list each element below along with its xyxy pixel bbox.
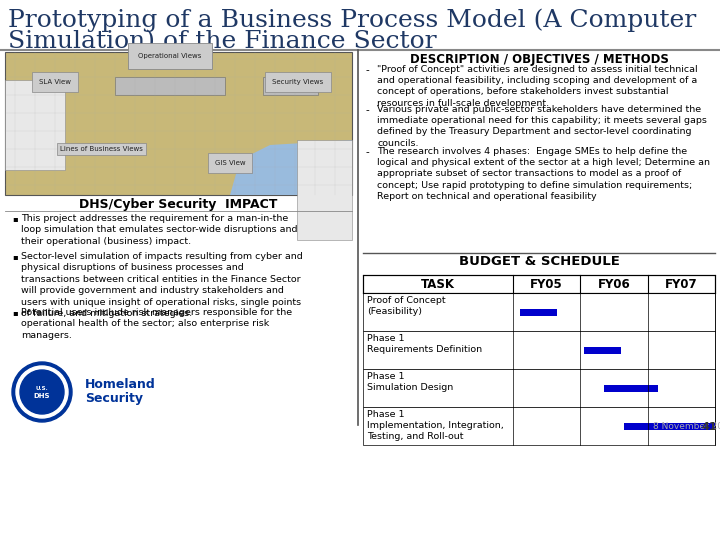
Bar	[363, 331, 715, 369]
Text: Proof of Concept
(Feasibility): Proof of Concept (Feasibility)	[367, 296, 446, 316]
Text: ▪: ▪	[12, 308, 17, 317]
Text: -: -	[365, 147, 369, 157]
Bar	[604, 384, 648, 391]
Text: Prototyping of a Business Process Model (A Computer: Prototyping of a Business Process Model …	[8, 8, 696, 31]
Bar	[584, 347, 621, 354]
Bar	[115, 77, 225, 95]
Bar	[363, 369, 715, 407]
Text: GIS View: GIS View	[215, 160, 246, 166]
Text: Phase 1
Implementation, Integration,
Testing, and Roll-out: Phase 1 Implementation, Integration, Tes…	[367, 410, 504, 441]
Text: Simulation) of the Finance Sector: Simulation) of the Finance Sector	[8, 30, 436, 53]
Circle shape	[20, 370, 64, 414]
Text: -: -	[365, 105, 369, 115]
Bar	[363, 275, 715, 293]
Text: ▪: ▪	[12, 252, 17, 261]
Bar	[297, 140, 352, 240]
Text: Security Views: Security Views	[272, 79, 323, 85]
Text: "Proof of Concept" activities are designed to assess initial technical
and opera: "Proof of Concept" activities are design…	[377, 65, 698, 107]
Text: FY07: FY07	[665, 278, 698, 291]
Text: Various private and public-sector stakeholders have determined the
immediate ope: Various private and public-sector stakeh…	[377, 105, 707, 148]
Text: DHS/Cyber Security  IMPACT: DHS/Cyber Security IMPACT	[79, 198, 278, 211]
Circle shape	[12, 362, 72, 422]
Bar	[263, 77, 318, 95]
Bar	[624, 422, 648, 429]
Text: ▪: ▪	[12, 214, 17, 223]
Text: DHS: DHS	[34, 393, 50, 399]
Bar	[363, 293, 715, 331]
Bar	[648, 422, 715, 429]
Text: SLA View: SLA View	[39, 79, 71, 85]
Bar	[5, 80, 65, 170]
Text: BUDGET & SCHEDULE: BUDGET & SCHEDULE	[459, 255, 619, 268]
Text: The research involves 4 phases:  Engage SMEs to help define the
logical and phys: The research involves 4 phases: Engage S…	[377, 147, 710, 201]
Text: Security: Security	[85, 392, 143, 405]
Text: TASK: TASK	[421, 278, 455, 291]
Text: Potential users include risk managers responsible for the
operational health of : Potential users include risk managers re…	[21, 308, 292, 340]
Bar	[363, 407, 715, 445]
Text: Phase 1
Requirements Definition: Phase 1 Requirements Definition	[367, 334, 482, 354]
Text: 8 November 2005: 8 November 2005	[652, 422, 720, 431]
Text: Operational Views: Operational Views	[138, 53, 202, 59]
Text: -: -	[365, 65, 369, 75]
Bar	[5, 52, 352, 195]
Text: U.S.: U.S.	[35, 386, 48, 390]
Circle shape	[16, 366, 68, 418]
Text: This project addresses the requirement for a man-in-the
loop simulation that emu: This project addresses the requirement f…	[21, 214, 297, 246]
Text: Sector-level simulation of impacts resulting from cyber and
physical disruptions: Sector-level simulation of impacts resul…	[21, 252, 302, 318]
Text: Lines of Business Views: Lines of Business Views	[60, 146, 143, 152]
Text: FY06: FY06	[598, 278, 631, 291]
Bar	[648, 384, 658, 391]
Text: Phase 1
Simulation Design: Phase 1 Simulation Design	[367, 372, 454, 392]
Text: DESCRIPTION / OBJECTIVES / METHODS: DESCRIPTION / OBJECTIVES / METHODS	[410, 53, 668, 66]
Text: Homeland: Homeland	[85, 378, 156, 391]
Polygon shape	[230, 140, 352, 195]
Bar	[520, 308, 557, 315]
Text: FY05: FY05	[531, 278, 563, 291]
Text: 41: 41	[701, 422, 717, 432]
